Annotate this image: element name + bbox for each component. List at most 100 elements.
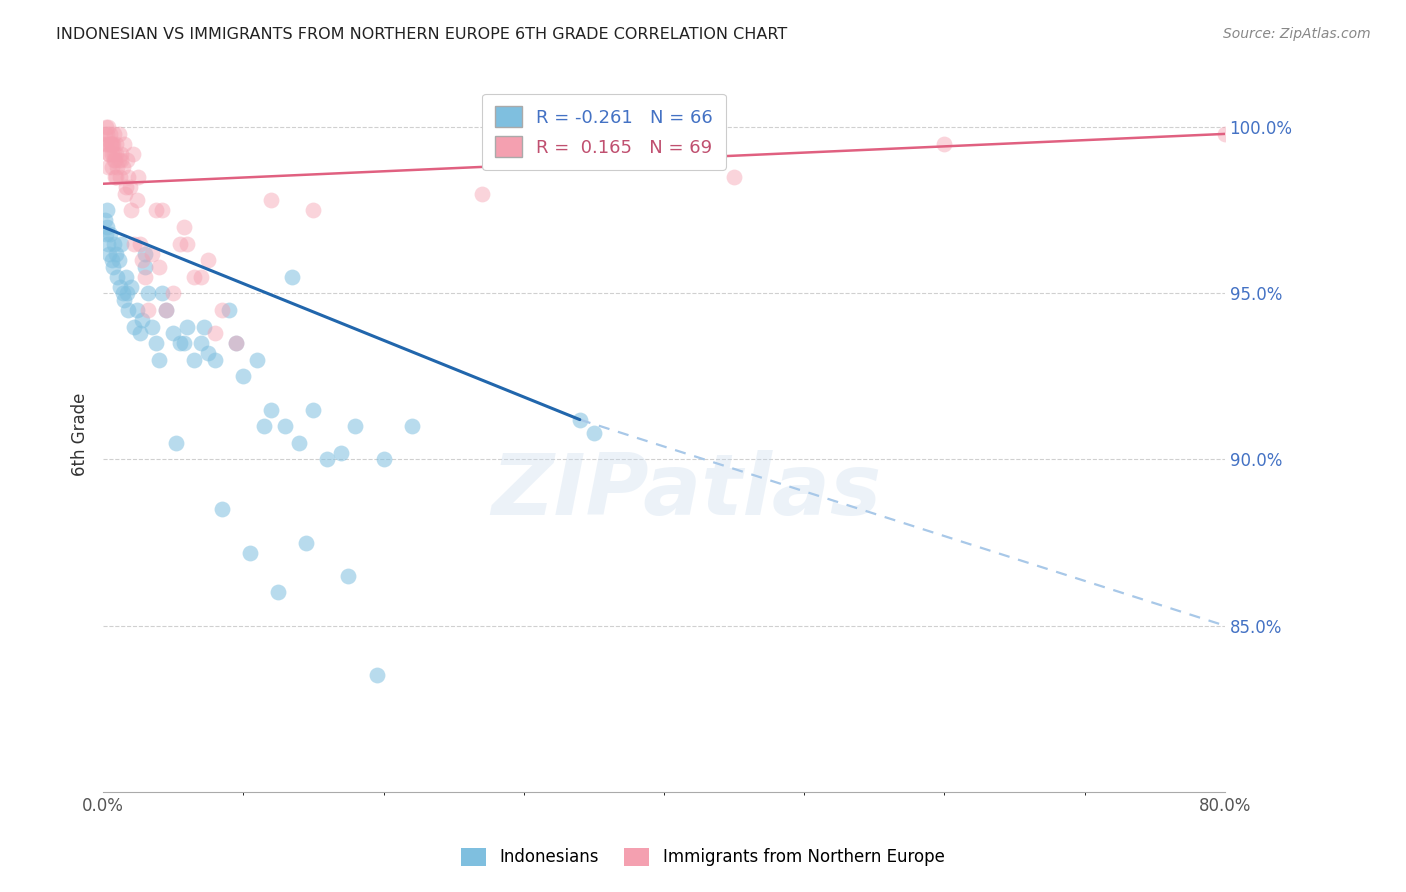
Point xyxy=(96,203,118,218)
Point xyxy=(136,303,159,318)
Point xyxy=(110,236,132,251)
Point xyxy=(134,246,156,260)
Point xyxy=(582,425,605,440)
Text: Source: ZipAtlas.com: Source: ZipAtlas.com xyxy=(1223,27,1371,41)
Point xyxy=(100,253,122,268)
Point xyxy=(127,170,149,185)
Point xyxy=(150,286,173,301)
Point xyxy=(117,170,139,185)
Point xyxy=(101,136,124,151)
Point xyxy=(246,352,269,367)
Point xyxy=(401,419,423,434)
Point xyxy=(260,194,283,208)
Point xyxy=(148,352,170,367)
Point xyxy=(471,186,494,201)
Point xyxy=(107,153,129,168)
Point xyxy=(108,170,131,185)
Point xyxy=(193,319,215,334)
Point xyxy=(136,286,159,301)
Point xyxy=(96,127,118,141)
Point xyxy=(94,213,117,227)
Point xyxy=(134,260,156,274)
Point xyxy=(120,279,142,293)
Point xyxy=(101,160,124,174)
Point xyxy=(100,136,122,151)
Point xyxy=(162,286,184,301)
Point xyxy=(253,419,276,434)
Point xyxy=(101,260,124,274)
Point xyxy=(122,236,145,251)
Point xyxy=(103,127,125,141)
Point xyxy=(100,136,122,151)
Point xyxy=(295,535,318,549)
Point xyxy=(122,319,145,334)
Point xyxy=(108,279,131,293)
Point xyxy=(260,402,283,417)
Point xyxy=(100,146,122,161)
Point xyxy=(176,236,198,251)
Point xyxy=(97,236,120,251)
Point xyxy=(94,227,117,241)
Point xyxy=(94,120,117,135)
Point xyxy=(105,269,128,284)
Point xyxy=(103,236,125,251)
Point xyxy=(162,326,184,341)
Point xyxy=(141,319,163,334)
Text: INDONESIAN VS IMMIGRANTS FROM NORTHERN EUROPE 6TH GRADE CORRELATION CHART: INDONESIAN VS IMMIGRANTS FROM NORTHERN E… xyxy=(56,27,787,42)
Point xyxy=(239,545,262,559)
Point xyxy=(114,186,136,201)
Point xyxy=(112,136,135,151)
Point xyxy=(114,269,136,284)
Point xyxy=(93,136,115,151)
Point xyxy=(114,180,136,194)
Point xyxy=(97,136,120,151)
Point xyxy=(107,253,129,268)
Point xyxy=(121,146,143,161)
Point xyxy=(98,227,121,241)
Point xyxy=(97,160,120,174)
Point xyxy=(366,668,388,682)
Point xyxy=(173,336,195,351)
Point xyxy=(117,303,139,318)
Point xyxy=(288,435,311,450)
Point xyxy=(104,170,127,185)
Point xyxy=(103,146,125,161)
Point xyxy=(373,452,395,467)
Point xyxy=(111,160,134,174)
Point xyxy=(274,419,297,434)
Point xyxy=(145,336,167,351)
Legend: Indonesians, Immigrants from Northern Europe: Indonesians, Immigrants from Northern Eu… xyxy=(453,839,953,875)
Point xyxy=(183,352,205,367)
Point xyxy=(148,260,170,274)
Point xyxy=(155,303,177,318)
Point xyxy=(155,303,177,318)
Point xyxy=(131,313,153,327)
Point xyxy=(934,136,956,151)
Point xyxy=(98,127,121,141)
Point xyxy=(108,127,131,141)
Point xyxy=(173,219,195,234)
Point xyxy=(128,236,150,251)
Point xyxy=(176,319,198,334)
Point xyxy=(145,203,167,218)
Point xyxy=(125,194,148,208)
Point xyxy=(97,246,120,260)
Point xyxy=(211,303,233,318)
Point xyxy=(204,352,226,367)
Point xyxy=(232,369,254,384)
Y-axis label: 6th Grade: 6th Grade xyxy=(72,392,89,476)
Point xyxy=(183,269,205,284)
Point xyxy=(302,203,325,218)
Point xyxy=(316,452,339,467)
Point xyxy=(120,203,142,218)
Point xyxy=(141,246,163,260)
Legend: R = -0.261   N = 66, R =  0.165   N = 69: R = -0.261 N = 66, R = 0.165 N = 69 xyxy=(482,94,725,169)
Point xyxy=(111,286,134,301)
Point xyxy=(105,160,128,174)
Point xyxy=(110,153,132,168)
Point xyxy=(281,269,304,284)
Point xyxy=(568,146,591,161)
Point xyxy=(104,170,127,185)
Point xyxy=(94,127,117,141)
Point xyxy=(169,236,191,251)
